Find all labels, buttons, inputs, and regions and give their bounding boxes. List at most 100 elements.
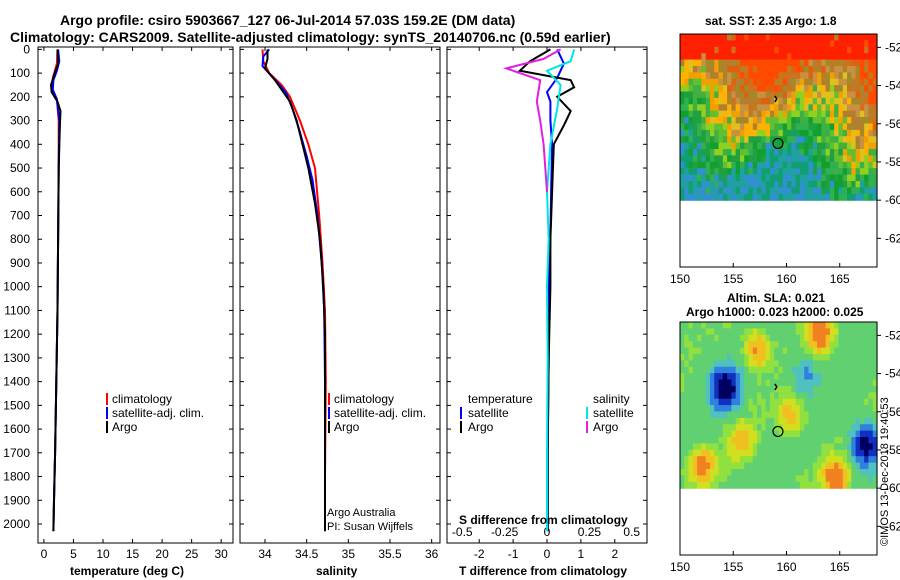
map-cell	[680, 417, 685, 425]
map-cell	[842, 360, 848, 368]
salinity-panel-frame	[239, 46, 441, 544]
map-cell	[842, 385, 848, 393]
map-cell	[842, 168, 848, 176]
map-cell	[684, 417, 690, 425]
map-cell	[829, 72, 835, 80]
map-cell	[778, 430, 784, 438]
map-cell	[722, 411, 728, 419]
map-cell	[804, 85, 810, 93]
map-cell	[757, 366, 762, 374]
map-cell	[829, 392, 835, 400]
map-cell	[821, 174, 827, 182]
map-cell	[761, 437, 767, 445]
map-cell	[765, 40, 771, 48]
map-cell	[804, 424, 810, 432]
map-cell	[680, 353, 685, 361]
map-cell	[859, 123, 865, 131]
map-cell	[829, 97, 835, 105]
map-cell	[868, 97, 874, 105]
map-cell	[727, 155, 732, 163]
map-cell	[821, 53, 827, 61]
map-cell	[727, 97, 732, 105]
map-cell	[684, 161, 690, 169]
map-cell	[834, 110, 840, 118]
map-cell	[864, 155, 870, 163]
map-cell	[859, 46, 865, 54]
map-cell	[799, 449, 805, 457]
map-cell	[791, 462, 797, 470]
map-cell	[761, 142, 767, 150]
map-cell	[859, 187, 865, 195]
map-cell	[697, 187, 703, 195]
map-cell	[680, 161, 685, 169]
map-cell	[744, 366, 750, 374]
map-cell	[817, 430, 822, 438]
map-cell	[731, 462, 737, 470]
map-cell	[727, 347, 732, 355]
map-cell	[851, 110, 857, 118]
map-cell	[804, 149, 810, 157]
map-cell	[769, 72, 775, 80]
map-cell	[872, 481, 878, 489]
map-cell	[757, 142, 762, 150]
map-cell	[701, 180, 707, 188]
map-cell	[825, 417, 831, 425]
depth-tick-label: 1600	[3, 422, 30, 436]
map-cell	[808, 437, 814, 445]
map-cell	[684, 104, 690, 112]
map-cell	[825, 398, 831, 406]
map-cell	[688, 53, 694, 61]
map-cell	[817, 379, 822, 387]
map-cell	[688, 430, 694, 438]
map-cell	[834, 347, 840, 355]
map-cell	[842, 46, 848, 54]
map-cell	[684, 59, 690, 67]
map-cell	[692, 334, 698, 342]
map-cell	[795, 334, 801, 342]
map-cell	[782, 85, 788, 93]
map-cell	[821, 155, 827, 163]
map-cell	[859, 462, 865, 470]
map-cell	[795, 341, 801, 349]
map-cell	[817, 187, 822, 195]
map-cell	[829, 341, 835, 349]
map-cell	[769, 110, 775, 118]
map-cell	[847, 437, 852, 445]
map-cell	[847, 366, 852, 374]
map-cell	[834, 72, 840, 80]
series-line	[261, 48, 326, 532]
map-cell	[701, 379, 707, 387]
map-cell	[709, 411, 715, 419]
map-cell	[825, 59, 831, 67]
map-cell	[834, 174, 840, 182]
map-cell	[782, 405, 788, 413]
map-cell	[812, 437, 818, 445]
map-cell	[804, 193, 810, 201]
map-cell	[769, 424, 775, 432]
map-cell	[774, 385, 780, 393]
temperature-x-axis: 0 5 10 15 20 25 30	[41, 47, 228, 561]
map-cell	[748, 405, 754, 413]
map-cell	[731, 136, 737, 144]
map-cell	[769, 136, 775, 144]
map-cell	[744, 392, 750, 400]
map-cell	[748, 34, 754, 41]
map-cell	[855, 59, 861, 67]
map-cell	[812, 347, 818, 355]
series-line	[263, 49, 326, 532]
map-cell	[739, 97, 745, 105]
map-cell	[680, 449, 685, 457]
map-cell	[697, 417, 703, 425]
map-cell	[834, 430, 840, 438]
map-cell	[791, 136, 797, 144]
map-cell	[731, 322, 737, 329]
map-cell	[778, 46, 784, 54]
map-cell	[787, 40, 792, 48]
lon-tick-label: 165	[830, 560, 850, 574]
map-cell	[864, 360, 870, 368]
map-cell	[791, 322, 797, 329]
map-cell	[761, 72, 767, 80]
map-cell	[748, 430, 754, 438]
map-cell	[804, 72, 810, 80]
map-cell	[825, 437, 831, 445]
